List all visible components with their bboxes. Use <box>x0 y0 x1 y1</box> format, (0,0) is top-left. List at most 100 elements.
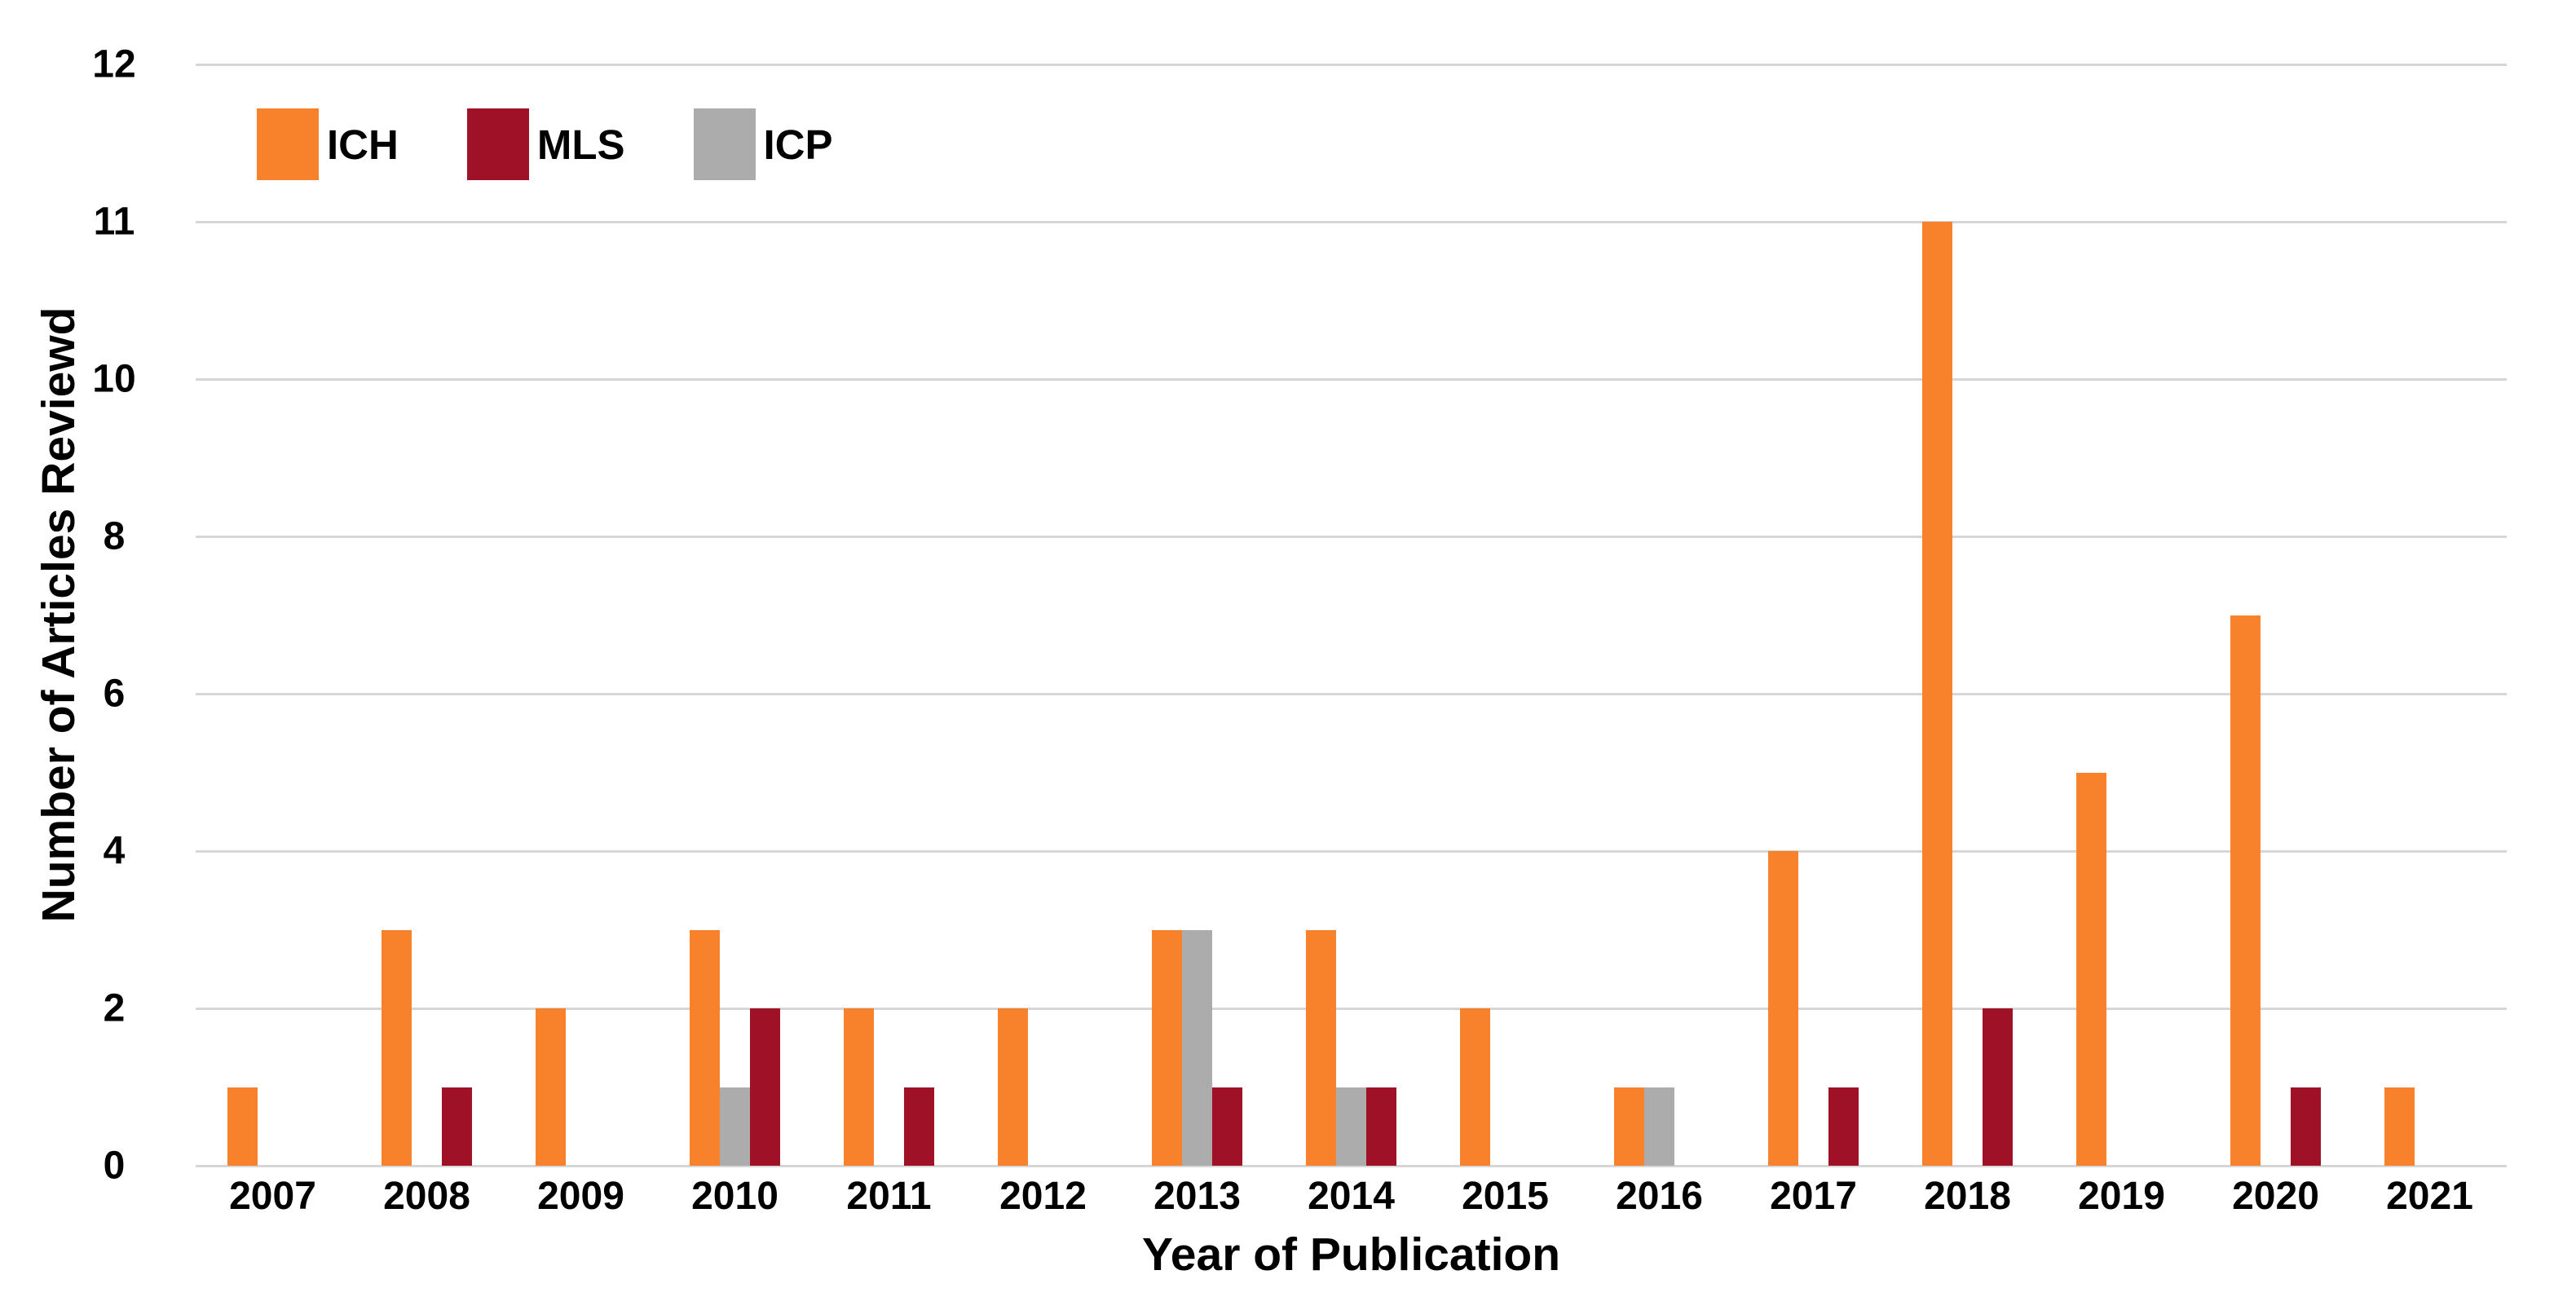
bar-ICH-2018 <box>1922 222 1952 1166</box>
y-tick-label: 8 <box>103 514 126 558</box>
category-group-2021 <box>2353 64 2507 1166</box>
category-group-2015 <box>1428 64 1582 1166</box>
x-tick-label-2018: 2018 <box>1924 1175 2011 1218</box>
category-group-2007 <box>196 64 350 1166</box>
legend-swatch-MLS <box>466 108 529 180</box>
x-tick-label-2016: 2016 <box>1616 1175 1703 1218</box>
bar-ICH-2011 <box>844 1008 874 1166</box>
category-group-2010 <box>658 64 812 1166</box>
bar-cluster <box>2076 64 2167 1166</box>
bar-cluster <box>1614 64 1705 1166</box>
x-tick-label-2011: 2011 <box>846 1175 932 1218</box>
gridline <box>196 693 2507 695</box>
bar-groups <box>196 64 2507 1166</box>
legend-swatch-ICH <box>257 108 319 180</box>
legend-label-ICP: ICP <box>763 121 833 168</box>
y-tick-label: 11 <box>93 200 135 244</box>
bar-MLS-2013 <box>1212 1087 1242 1166</box>
legend-item-MLS: MLS <box>466 108 625 180</box>
bar-cluster <box>690 64 780 1166</box>
x-tick-label-2008: 2008 <box>383 1175 470 1218</box>
legend-swatch-ICP <box>693 108 756 180</box>
bar-MLS-2014 <box>1366 1087 1396 1166</box>
gridline <box>196 536 2507 538</box>
bar-MLS-2017 <box>1828 1087 1859 1166</box>
category-group-2009 <box>504 64 658 1166</box>
bar-cluster <box>536 64 626 1166</box>
bar-MLS-2018 <box>1983 1008 2013 1166</box>
category-group-2018 <box>1890 64 2044 1166</box>
x-tick-label-2014: 2014 <box>1308 1175 1395 1218</box>
legend: ICH MLS ICP <box>257 108 833 180</box>
y-tick-label: 4 <box>103 829 126 873</box>
bar-ICH-2010 <box>690 929 720 1166</box>
x-tick-label-2019: 2019 <box>2078 1175 2165 1218</box>
gridline <box>196 1008 2507 1010</box>
bar-cluster <box>1768 64 1859 1166</box>
bar-ICH-2017 <box>1768 851 1798 1166</box>
x-tick-label-2013: 2013 <box>1153 1175 1241 1218</box>
bar-ICH-2008 <box>382 929 412 1166</box>
y-tick-label: 10 <box>92 357 136 401</box>
bar-ICP-2016 <box>1644 1087 1674 1166</box>
legend-item-ICP: ICP <box>693 108 833 180</box>
bar-cluster <box>844 64 934 1166</box>
y-tick-label: 12 <box>92 42 136 86</box>
bar-MLS-2020 <box>2291 1087 2321 1166</box>
bar-cluster <box>1306 64 1396 1166</box>
bar-ICH-2020 <box>2230 615 2261 1166</box>
category-group-2008 <box>350 64 504 1166</box>
y-tick-label: 6 <box>103 672 126 716</box>
x-tick-label-2007: 2007 <box>229 1175 316 1218</box>
bar-MLS-2010 <box>750 1008 780 1166</box>
bar-ICP-2013 <box>1182 929 1212 1166</box>
x-axis-tick-labels: 2007 2008 2009 2010 2011 2012 2013 2014 2015 2016… <box>196 1174 2507 1219</box>
legend-label-MLS: MLS <box>536 121 625 168</box>
bar-ICH-2014 <box>1306 929 1336 1166</box>
bar-cluster <box>2230 64 2321 1166</box>
category-group-2017 <box>1736 64 1890 1166</box>
x-tick-label-2017: 2017 <box>1770 1175 1857 1218</box>
category-group-2016 <box>1582 64 1736 1166</box>
bar-cluster <box>227 64 318 1166</box>
legend-label-ICH: ICH <box>327 121 399 168</box>
plot-area: ICH MLS ICP <box>196 64 2507 1167</box>
category-group-2011 <box>812 64 966 1166</box>
bar-ICH-2015 <box>1460 1008 1490 1166</box>
y-tick-label: 2 <box>103 986 126 1030</box>
x-axis-title: Year of Publication <box>1141 1228 1561 1281</box>
bar-ICH-2021 <box>2384 1087 2415 1166</box>
gridline <box>196 378 2507 381</box>
gridline <box>196 64 2507 66</box>
bar-ICH-2007 <box>227 1087 258 1166</box>
bar-MLS-2008 <box>442 1087 472 1166</box>
category-group-2012 <box>966 64 1120 1166</box>
y-axis-tick-labels: 12 11 10 8 6 4 2 0 <box>65 43 163 1188</box>
gridline <box>196 1165 2507 1167</box>
x-tick-label-2015: 2015 <box>1462 1175 1549 1218</box>
bar-ICH-2016 <box>1614 1087 1644 1166</box>
bar-cluster <box>1460 64 1550 1166</box>
x-tick-label-2012: 2012 <box>999 1175 1087 1218</box>
bar-cluster <box>1152 64 1242 1166</box>
x-tick-label-2020: 2020 <box>2232 1175 2319 1218</box>
bar-ICH-2013 <box>1152 929 1182 1166</box>
y-tick-label: 0 <box>103 1144 126 1188</box>
bar-cluster <box>2384 64 2475 1166</box>
legend-item-ICH: ICH <box>257 108 399 180</box>
x-tick-label-2021: 2021 <box>2386 1175 2473 1218</box>
x-tick-label-2010: 2010 <box>691 1175 779 1218</box>
bar-ICP-2010 <box>720 1087 750 1166</box>
bar-cluster <box>1922 64 2013 1166</box>
bar-ICH-2019 <box>2076 772 2106 1166</box>
gridline <box>196 850 2507 853</box>
bar-ICH-2012 <box>998 1008 1028 1166</box>
bar-ICH-2009 <box>536 1008 566 1166</box>
category-group-2020 <box>2199 64 2353 1166</box>
category-group-2019 <box>2044 64 2199 1166</box>
bar-MLS-2011 <box>904 1087 934 1166</box>
x-tick-label-2009: 2009 <box>537 1175 624 1218</box>
gridline <box>196 221 2507 223</box>
category-group-2014 <box>1274 64 1428 1166</box>
